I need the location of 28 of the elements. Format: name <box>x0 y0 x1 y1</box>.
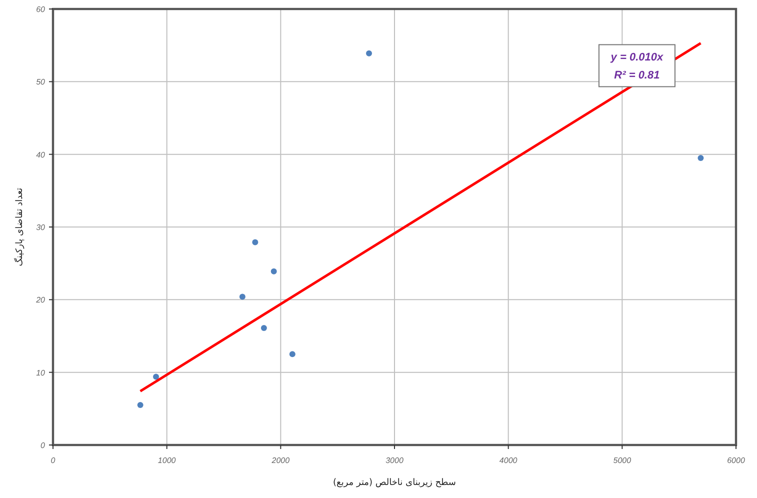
point <box>137 402 144 408</box>
point <box>153 374 160 380</box>
point <box>698 154 704 161</box>
x-tick-label: 4000 <box>499 456 518 465</box>
annotation-box: y = 0.010x R² = 0.81 <box>598 44 676 88</box>
y-tick-label: 20 <box>35 296 46 305</box>
point <box>239 294 246 300</box>
point <box>270 268 277 274</box>
y-tick-label: 50 <box>36 78 46 87</box>
x-tick-label: 6000 <box>727 456 746 465</box>
y-tick-label: 60 <box>36 5 46 14</box>
annotation: y = 0.010x <box>610 52 664 64</box>
annotation: R² = 0.81 <box>614 70 660 82</box>
y-tick-label: 0 <box>40 441 46 450</box>
point <box>252 239 258 246</box>
y-tick-label: 10 <box>36 368 46 378</box>
y-tick-label: 30 <box>36 223 46 232</box>
point <box>366 50 372 56</box>
x-tick-label: 2000 <box>270 456 290 465</box>
x-tick-label: 3000 <box>386 456 404 465</box>
point <box>260 325 267 332</box>
y-axis-title: تعداد تقاضای پارکینگ <box>13 187 25 266</box>
x-tick-label: 0 <box>50 456 56 465</box>
y-tick-label: 40 <box>36 150 46 160</box>
point <box>289 351 296 358</box>
x-axis-title: سطح زیربنای ناخالص (متر مربع) <box>333 478 456 488</box>
x-tick-label: 5000 <box>613 456 632 465</box>
x-tick-label: 1000 <box>158 456 176 465</box>
